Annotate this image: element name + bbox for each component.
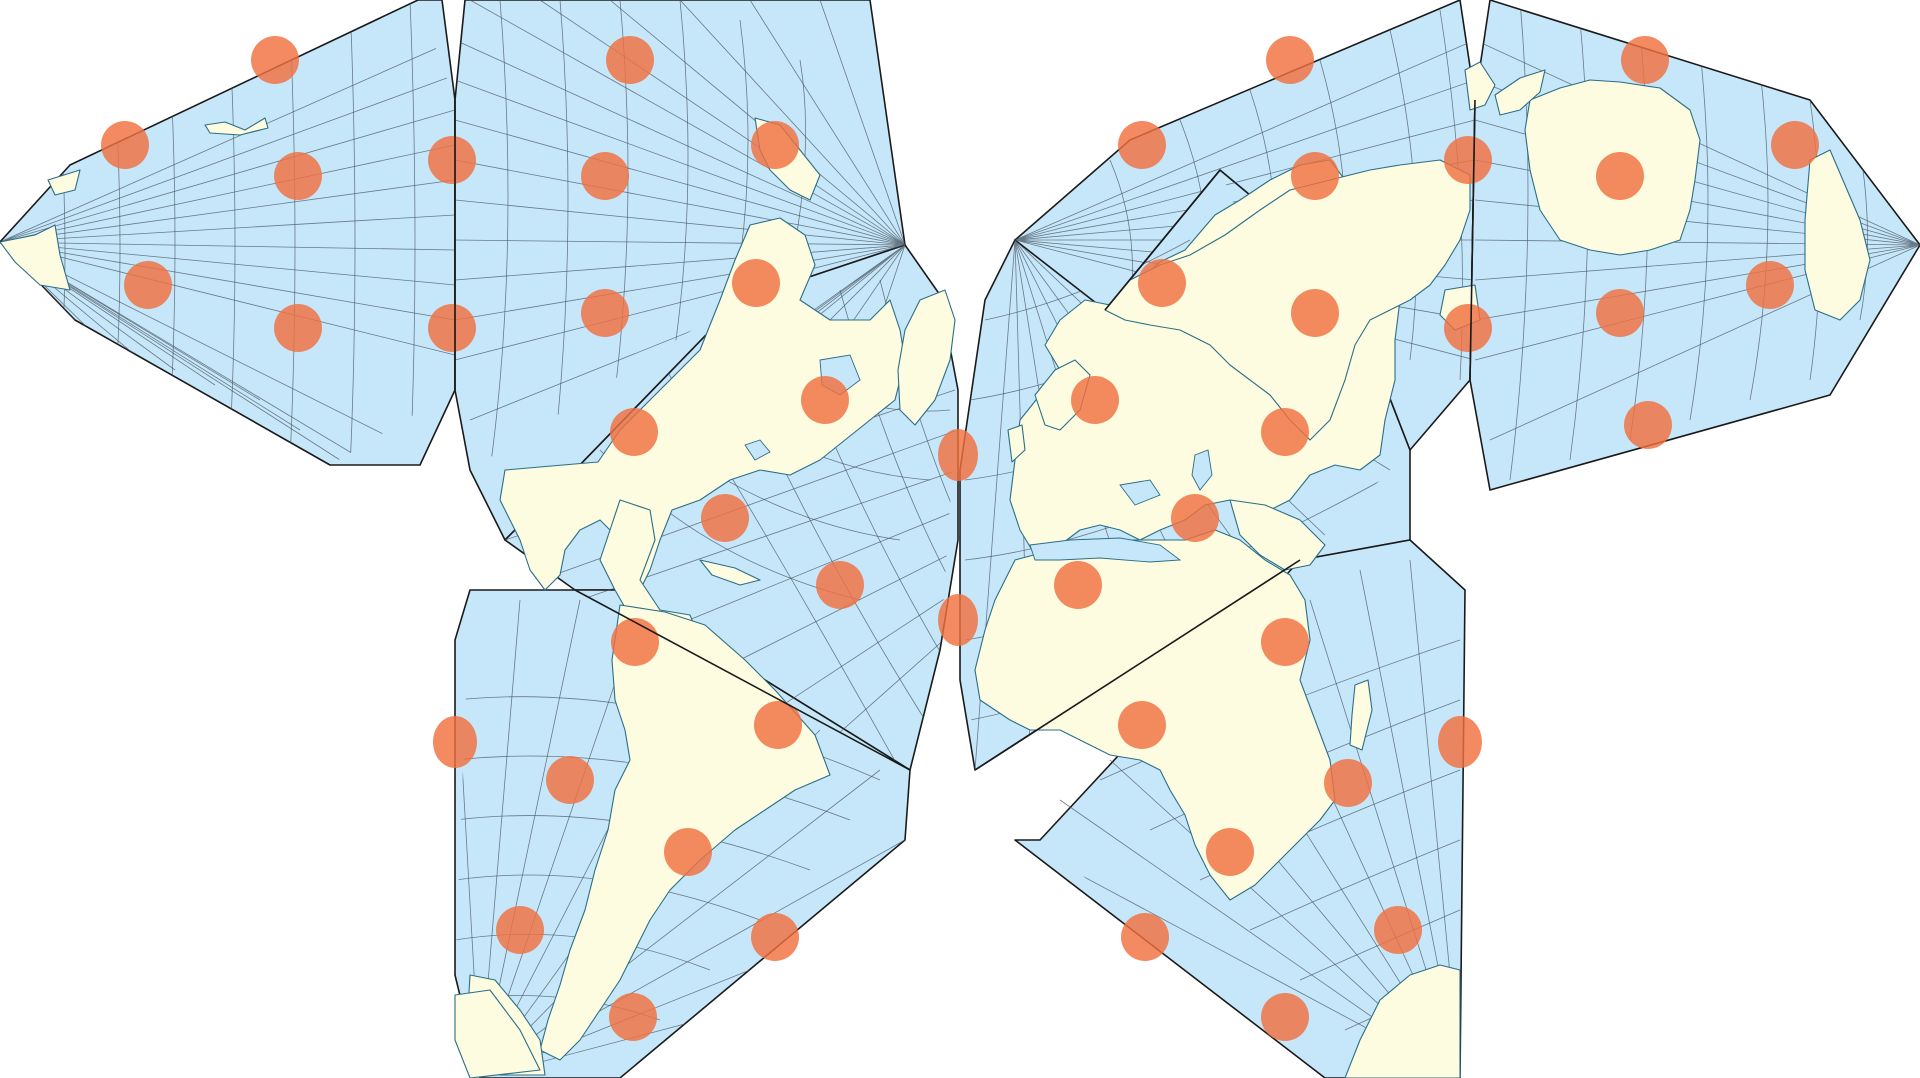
tissot-ellipse <box>274 152 322 200</box>
tissot-ellipse <box>938 429 978 481</box>
land-new-zealand <box>1804 149 1871 321</box>
tissot-ellipse <box>1071 376 1119 424</box>
seam-africa <box>974 559 1301 771</box>
tissot-ellipse <box>1054 561 1102 609</box>
land-greenland <box>897 289 956 426</box>
tissot-ellipse <box>1324 759 1372 807</box>
tissot-ellipse <box>1624 401 1672 449</box>
tissot-ellipse <box>610 408 658 456</box>
tissot-ellipse <box>546 756 594 804</box>
lakes <box>744 354 1213 563</box>
lake-caspian <box>1191 449 1213 491</box>
tissot-ellipse <box>1444 304 1492 352</box>
facet-seams <box>454 99 1476 771</box>
tissot-ellipse <box>1621 36 1669 84</box>
tissot-ellipse <box>1206 828 1254 876</box>
tissot-ellipse <box>701 494 749 542</box>
land-antarctica-america <box>454 989 541 1078</box>
tissot-ellipse <box>664 828 712 876</box>
land-asia-east <box>1104 159 1471 441</box>
land-arabia <box>1229 499 1326 571</box>
tissot-ellipse <box>1771 121 1819 169</box>
land-kamchatka-strip <box>47 169 81 196</box>
lake-black-sea <box>1119 479 1161 506</box>
tissot-ellipse <box>124 261 172 309</box>
tissot-ellipse <box>581 152 629 200</box>
tissot-ellipse <box>274 304 322 352</box>
tissot-ellipse <box>1291 289 1339 337</box>
tissot-ellipse <box>1118 121 1166 169</box>
tissot-ellipse <box>101 121 149 169</box>
tissot-ellipse <box>581 289 629 337</box>
tissot-ellipse <box>732 259 780 307</box>
land-japan <box>1464 61 1496 111</box>
tissot-ellipse <box>801 376 849 424</box>
tissot-ellipse <box>1121 913 1169 961</box>
tissot-ellipse <box>1171 494 1219 542</box>
land-north-america <box>499 217 906 591</box>
tissot-ellipse <box>1266 36 1314 84</box>
tissot-ellipse <box>251 36 299 84</box>
land-cuba <box>699 559 761 586</box>
tissot-ellipse <box>751 121 799 169</box>
tissot-ellipse <box>611 618 659 666</box>
tissot-ellipse <box>938 594 978 646</box>
seam-west-pacific <box>1469 99 1476 381</box>
tissot-ellipse <box>751 913 799 961</box>
lake-mediterranean <box>1029 537 1182 563</box>
tissot-ellipse <box>754 701 802 749</box>
land-chukotka <box>0 224 71 291</box>
land-madagascar <box>1349 679 1373 751</box>
tissot-ellipse <box>428 304 476 352</box>
lake-great-lakes <box>744 439 771 461</box>
tissot-ellipse <box>1374 906 1422 954</box>
tissot-ellipse <box>1444 136 1492 184</box>
tissot-ellipse <box>433 716 477 768</box>
tissot-ellipse <box>1138 259 1186 307</box>
tissot-ellipse <box>1291 152 1339 200</box>
tissot-ellipse <box>1746 261 1794 309</box>
seam-americas <box>574 589 911 771</box>
tissot-ellipse <box>609 993 657 1041</box>
seam-eurasia <box>1104 169 1221 311</box>
tissot-ellipse <box>816 561 864 609</box>
tissot-ellipse <box>606 36 654 84</box>
tissot-ellipse <box>1261 408 1309 456</box>
tissot-ellipse <box>1118 701 1166 749</box>
land-new-guinea <box>1494 69 1546 116</box>
land-antarctica-africa <box>1344 964 1461 1078</box>
land-british-isles <box>1007 424 1026 463</box>
tissot-ellipse <box>1596 152 1644 200</box>
tissot-ellipse <box>1261 993 1309 1041</box>
tissot-ellipse <box>496 906 544 954</box>
tissot-ellipse <box>428 136 476 184</box>
tissot-ellipse <box>1261 618 1309 666</box>
land-aleutian-arc <box>204 117 269 136</box>
tissot-ellipse <box>1438 716 1482 768</box>
tissot-ellipse <box>1596 289 1644 337</box>
tissot-indicatrix <box>101 36 1819 1041</box>
